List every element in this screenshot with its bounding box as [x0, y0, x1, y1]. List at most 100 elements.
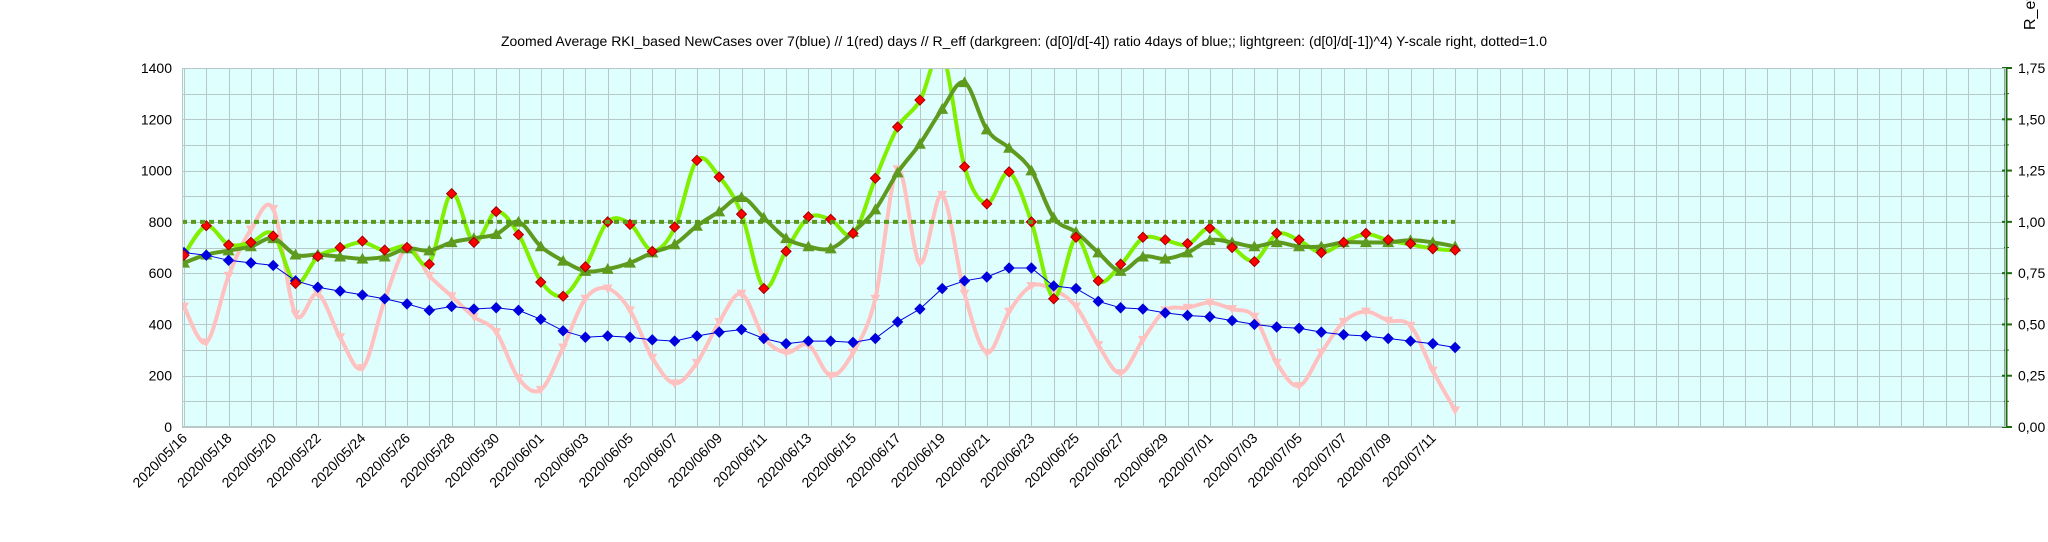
- data-point: [1025, 262, 1038, 274]
- data-point: [1270, 321, 1283, 333]
- data-point: [937, 190, 948, 200]
- data-point: [1137, 303, 1149, 315]
- data-point: [445, 236, 458, 248]
- y2-tick-label: 0,50: [2018, 316, 2045, 332]
- data-point: [182, 302, 189, 312]
- data-point: [1449, 341, 1461, 354]
- data-point: [891, 121, 904, 133]
- data-point: [668, 335, 681, 347]
- data-point: [557, 325, 569, 337]
- data-point: [267, 230, 279, 242]
- series-line: [183, 252, 1456, 348]
- y-tick-label: 1000: [141, 163, 172, 179]
- data-point: [1337, 236, 1350, 249]
- data-point: [802, 335, 815, 347]
- data-point: [512, 228, 525, 241]
- data-point: [401, 298, 413, 310]
- data-point: [1115, 369, 1126, 379]
- data-point: [1204, 298, 1215, 308]
- data-point: [222, 239, 235, 251]
- data-point: [1249, 312, 1260, 322]
- data-point: [1025, 164, 1038, 176]
- y2-tick-label: 1,50: [2018, 111, 2045, 127]
- y2-tick-label: 0,00: [2018, 419, 2045, 435]
- data-point: [891, 316, 904, 328]
- data-point: [1003, 142, 1016, 153]
- data-point: [1159, 252, 1172, 264]
- data-point: [914, 258, 925, 268]
- data-point: [1427, 243, 1439, 255]
- data-point: [335, 333, 346, 343]
- data-point: [557, 254, 570, 266]
- chart-title: Zoomed Average RKI_based NewCases over 7…: [500, 33, 1548, 49]
- data-point: [758, 282, 770, 295]
- data-point: [445, 187, 458, 200]
- data-point: [579, 261, 592, 273]
- data-point: [1226, 236, 1239, 248]
- data-point: [1426, 236, 1439, 248]
- series-line: [182, 68, 1456, 300]
- data-point: [1338, 317, 1349, 327]
- data-point: [735, 208, 748, 220]
- data-point: [780, 232, 793, 244]
- series-3: [182, 68, 1456, 300]
- data-point: [824, 242, 837, 254]
- y2-tick-label: 0,75: [2018, 265, 2045, 281]
- data-point: [1293, 240, 1305, 252]
- data-point: [1360, 330, 1372, 342]
- data-point: [1427, 337, 1439, 350]
- data-point: [468, 236, 480, 249]
- data-point: [1227, 305, 1238, 315]
- data-point: [334, 241, 346, 254]
- y2-axis-label: R_eff: [2022, 0, 2039, 30]
- data-point: [601, 330, 614, 342]
- data-point: [891, 166, 904, 178]
- data-point: [713, 326, 725, 338]
- data-point: [1248, 318, 1261, 331]
- data-point: [736, 289, 747, 299]
- data-point: [1271, 358, 1282, 368]
- data-point: [1293, 322, 1305, 334]
- data-point: [1159, 307, 1171, 319]
- data-point: [691, 330, 703, 342]
- data-point: [222, 254, 235, 267]
- data-point: [1248, 255, 1261, 268]
- data-point: [757, 211, 770, 223]
- data-point: [1315, 326, 1328, 338]
- data-point: [936, 282, 948, 295]
- data-point: [1270, 227, 1283, 240]
- data-point: [1315, 240, 1328, 252]
- data-point: [869, 203, 882, 215]
- data-point: [1337, 328, 1350, 341]
- data-point: [936, 103, 949, 114]
- data-point: [334, 250, 347, 262]
- data-point: [445, 300, 458, 313]
- data-point: [1003, 262, 1015, 274]
- data-point: [245, 257, 257, 269]
- data-point: [825, 371, 836, 381]
- data-point: [1114, 258, 1127, 270]
- series-1: [182, 94, 1461, 305]
- data-point: [1427, 366, 1438, 376]
- data-point: [535, 313, 547, 326]
- data-point: [758, 332, 770, 345]
- data-point: [869, 172, 882, 184]
- data-point: [289, 248, 302, 260]
- data-point: [714, 317, 725, 327]
- data-point: [182, 249, 190, 261]
- data-layer: [182, 68, 1462, 416]
- data-point: [312, 289, 323, 299]
- data-point: [735, 191, 748, 203]
- data-point: [981, 348, 992, 358]
- data-point: [1404, 237, 1417, 250]
- y-tick-label: 200: [149, 368, 173, 384]
- data-point: [1137, 231, 1149, 243]
- data-point: [1026, 281, 1037, 291]
- data-point: [1047, 293, 1060, 305]
- data-point: [1070, 282, 1082, 295]
- data-point: [557, 290, 569, 302]
- data-point: [1315, 246, 1328, 259]
- data-point: [802, 240, 815, 252]
- data-point: [781, 348, 792, 358]
